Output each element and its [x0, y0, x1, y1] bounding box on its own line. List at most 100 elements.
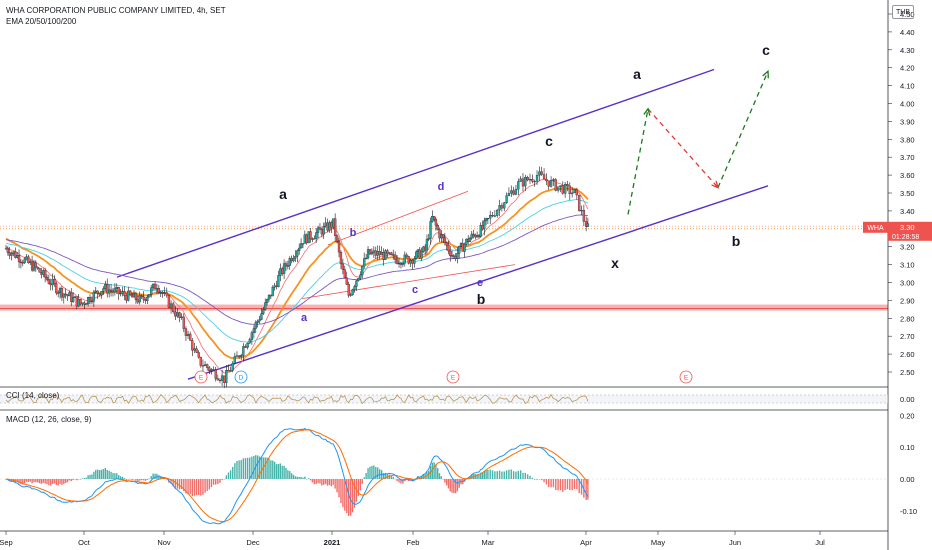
macd-histogram-bar	[496, 471, 498, 479]
wave-label: x	[611, 255, 619, 271]
macd-histogram-bar	[210, 479, 213, 488]
y-tick-label: 3.10	[900, 261, 915, 270]
candle-body	[355, 280, 358, 287]
macd-histogram-bar	[524, 472, 527, 479]
candle-body	[275, 285, 278, 287]
macd-histogram-bar	[562, 479, 564, 492]
macd-histogram-bar	[40, 479, 43, 484]
candle-body	[218, 379, 222, 381]
candle-body	[19, 261, 23, 263]
macd-histogram-bar	[16, 479, 18, 482]
candle-body	[370, 252, 374, 255]
candle-body	[500, 205, 504, 209]
candle-body	[443, 237, 447, 243]
candle-body	[104, 284, 107, 289]
candle-body	[151, 283, 155, 288]
macd-histogram-bar	[357, 479, 360, 496]
macd-tick-label: 0.20	[900, 411, 915, 420]
candle-body	[42, 270, 45, 275]
candle-body	[210, 369, 213, 371]
macd-histogram-bar	[281, 465, 283, 479]
currency-badge[interactable]: THB	[892, 5, 914, 19]
wave-label: a	[279, 186, 287, 202]
macd-histogram-bar	[170, 479, 172, 484]
candle-body	[313, 238, 316, 240]
candle-body	[182, 316, 185, 329]
x-tick-label: May	[651, 538, 665, 547]
candle-body	[71, 297, 75, 302]
macd-histogram-bar	[59, 479, 61, 485]
candle-body	[316, 227, 320, 233]
candle-body	[449, 250, 452, 257]
macd-histogram-bar	[522, 472, 524, 479]
candle-body	[49, 283, 52, 286]
candle-body	[333, 218, 337, 236]
macd-histogram-bar	[208, 479, 211, 490]
cci-tick-label: 0.00	[900, 395, 915, 404]
macd-histogram-bar	[189, 479, 191, 495]
candle-body	[225, 370, 228, 383]
macd-histogram-bar	[256, 455, 259, 479]
candle-body	[345, 277, 348, 285]
macd-pane-label[interactable]: MACD (12, 26, close, 9)	[6, 415, 92, 424]
candle-body	[514, 189, 518, 195]
macd-histogram-bar	[538, 479, 541, 480]
candle-body	[374, 250, 377, 256]
candle-body	[144, 299, 147, 301]
candle-body	[184, 328, 188, 336]
macd-histogram-bar	[129, 479, 131, 480]
candle-body	[216, 378, 219, 381]
macd-histogram-bar	[317, 479, 319, 484]
macd-histogram-bar	[36, 479, 39, 483]
candle-body	[533, 181, 536, 183]
macd-histogram-bar	[232, 466, 234, 479]
macd-histogram-bar	[246, 457, 249, 479]
event-marker-label: E	[451, 375, 456, 382]
candle-body	[298, 247, 301, 251]
candle-body	[64, 293, 67, 296]
candle-body	[328, 222, 331, 231]
macd-histogram-bar	[219, 479, 221, 483]
macd-histogram-bar	[326, 479, 329, 486]
x-tick-label: Mar	[482, 538, 495, 547]
x-tick-label: Jul	[815, 538, 825, 547]
candle-body	[180, 316, 183, 318]
macd-histogram-bar	[150, 476, 152, 479]
candle-body	[517, 181, 520, 190]
candle-body	[134, 292, 138, 300]
macd-histogram-bar	[298, 476, 300, 479]
macd-histogram-bar	[436, 468, 439, 479]
candle-body	[68, 292, 71, 297]
macd-histogram-bar	[48, 479, 50, 486]
cci-band	[0, 395, 888, 403]
macd-histogram-bar	[396, 479, 398, 482]
macd-histogram-bar	[458, 479, 460, 488]
candle-body	[235, 355, 239, 357]
macd-tick-label: 0.00	[900, 475, 915, 484]
macd-histogram-bar	[353, 479, 356, 508]
cci-pane-label[interactable]: CCI (14, close)	[6, 391, 60, 400]
macd-histogram-bar	[564, 479, 566, 491]
candle-body	[330, 222, 333, 228]
macd-histogram-bar	[508, 469, 510, 479]
candle-body	[178, 312, 181, 318]
candle-body	[307, 231, 310, 244]
candle-body	[254, 322, 257, 329]
macd-histogram-bar	[55, 479, 58, 486]
y-tick-label: 4.50	[900, 10, 915, 19]
macd-histogram-bar	[110, 471, 112, 479]
candle-body	[386, 250, 389, 254]
x-tick-label: Jun	[729, 538, 741, 547]
candle-body	[284, 263, 288, 267]
macd-histogram-bar	[573, 479, 576, 489]
macd-histogram-bar	[571, 479, 573, 491]
macd-histogram-bar	[351, 479, 354, 513]
candle-body	[292, 257, 295, 262]
price-badge	[888, 221, 932, 241]
macd-histogram-bar	[87, 475, 89, 479]
macd-histogram-bar	[330, 479, 332, 487]
candle-body	[111, 290, 115, 293]
macd-histogram-bar	[453, 479, 455, 494]
macd-histogram-bar	[89, 474, 91, 479]
